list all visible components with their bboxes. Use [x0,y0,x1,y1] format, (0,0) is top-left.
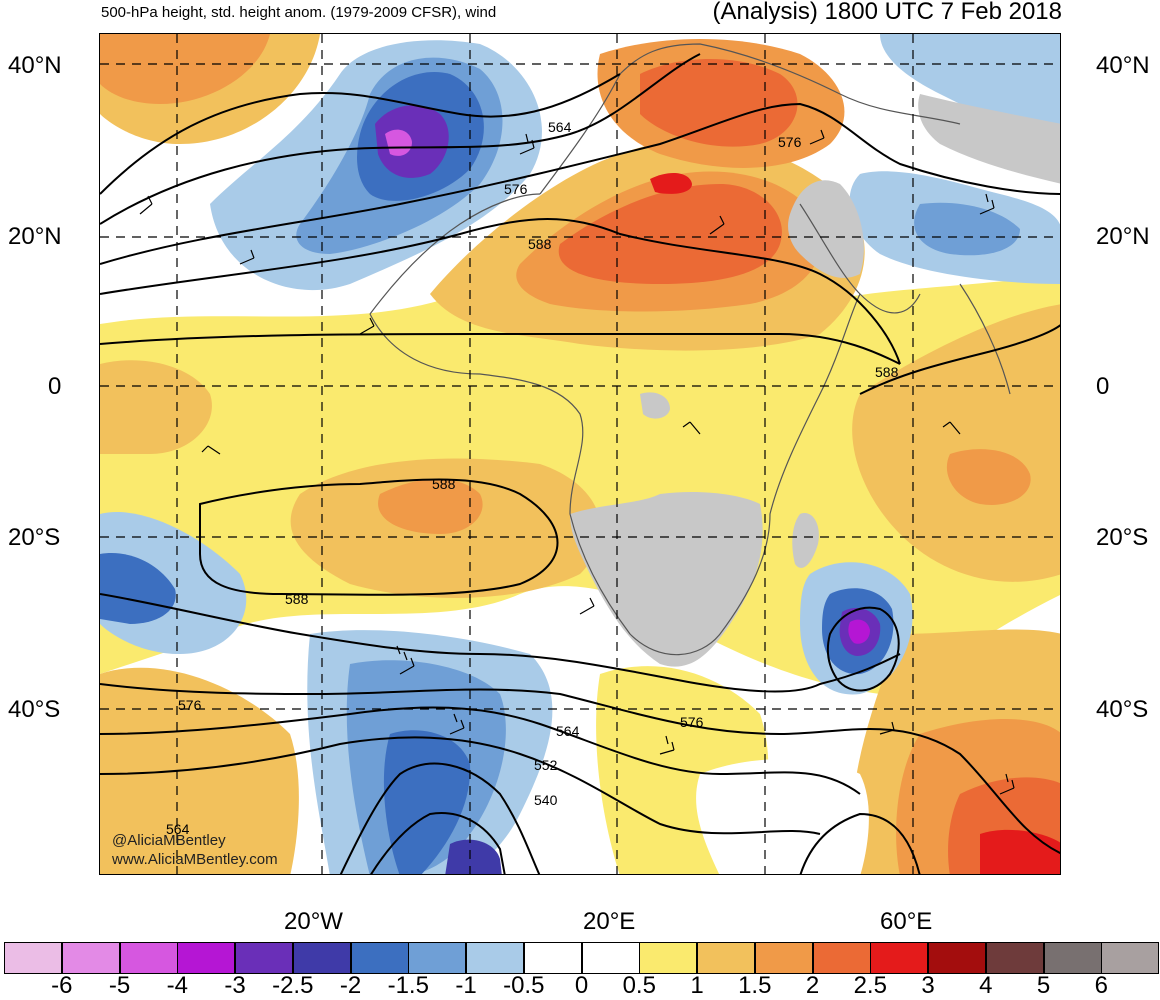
lat-label-left: 20°N [8,223,62,250]
analysis-time: (Analysis) 1800 UTC 7 Feb 2018 [712,0,1063,25]
lat-label-right: 0 [1096,373,1110,400]
land-madagascar [792,513,819,568]
coastline-india [959,283,1011,395]
colorbar-tick-label: 0.5 [622,972,656,999]
anomaly-field-sahara-max [650,172,692,194]
credit-handle: @AliciaMBentley [112,832,226,849]
anomaly-field-west-atlantic [100,360,212,454]
anomaly-field-south-atlantic-core [378,479,483,534]
anomaly-field-south-east-trough [696,759,869,874]
anomaly-field-southern-trough-core [445,839,502,874]
colorbar-tick-label: 5 [1036,972,1051,999]
colorbar-swatch [1101,942,1160,974]
colorbar-swatch [119,942,178,974]
lat-label-right: 20°S [1096,524,1149,551]
colorbar-swatch [177,942,236,974]
colorbar-tick-label: 0 [574,972,589,999]
graticule [100,34,1060,874]
colorbar-tick-label: 4 [979,972,993,999]
colorbar-tick-label: -5 [108,972,131,999]
anomaly-field-west-south-atlantic-low-2 [100,553,176,624]
colorbar-swatch [61,942,120,974]
coastline-europe [539,43,961,195]
map-canvas: 564 576 588 576 588 588 588 576 564 552 … [100,34,1060,874]
colorbar-swatch [870,942,929,974]
colorbar-tick-label: -1.5 [387,972,429,999]
colorbar-tick-label: -3 [224,972,246,999]
colorbar-tick-label: -2 [339,972,362,999]
colorbar-swatch [292,942,351,974]
lon-label: 20°E [583,908,636,935]
contour-label: 576 [680,714,704,730]
contour-label: 588 [285,591,309,607]
map-title: 500-hPa height, std. height anom. (1979-… [101,4,497,21]
lat-label-left: 0 [48,373,62,400]
wind-barbs [139,129,1015,795]
colorbar-swatch [697,942,755,974]
colorbar-tick-label: -6 [51,972,73,999]
colorbar-tick-label: 2 [805,972,820,999]
contour-label: 564 [166,821,190,837]
colorbar-tick-label: 1.5 [738,972,772,999]
height-contours [100,53,1060,874]
colorbar-swatch [581,942,640,974]
anomaly-field-indian-ocean-core [946,449,1031,505]
anomaly-field-madagascar-low-core [848,619,870,644]
contour-label: 588 [875,364,899,380]
credit-site: www.AliciaMBentley.com [112,851,278,868]
contour-label: 564 [548,119,572,135]
lat-label-left: 20°S [8,524,61,551]
contour-label: 540 [534,792,558,808]
contour-label: 588 [432,476,456,492]
contour-label: 552 [534,757,558,773]
lon-label: 20°W [284,908,343,935]
contour-label: 576 [178,697,202,713]
colorbar-swatch [754,942,813,974]
colorbar-tick-label: -1 [455,972,477,999]
anomaly-field-north-atlantic-core [100,34,270,104]
contour-label: 576 [778,134,802,150]
map-panel: 564 576 588 576 588 588 588 576 564 552 … [99,33,1061,875]
lat-label-left: 40°S [8,696,61,723]
colorbar-swatch [1043,942,1102,974]
colorbar-tick-label: 2.5 [853,972,887,999]
colorbar-swatch [639,942,698,974]
land-east-africa-patch [640,392,670,419]
colorbar-swatch [235,942,293,974]
colorbar-swatch [812,942,871,974]
colorbar-tick-label: -2.5 [272,972,314,999]
anomaly-field-indian-ocean [852,304,1060,582]
anomaly-field-north-atlantic-low-core [385,129,412,156]
lat-label-right: 40°S [1096,696,1149,723]
colorbar-tick-label: -4 [166,972,188,999]
coastline-africa [369,193,861,656]
coastline-arabia [799,203,921,314]
anomaly-field-arabia-core [914,202,1020,256]
lat-label-left: 40°N [8,52,62,79]
colorbar-tick-label: 3 [921,972,935,999]
land-central-asia [918,94,1060,184]
lat-label-right: 40°N [1096,52,1150,79]
contour-label: 576 [504,181,528,197]
colorbar-swatch [928,942,986,974]
land-middle-east [788,180,864,278]
colorbar-tick-label: -0.5 [503,972,545,999]
colorbar-swatch [350,942,409,974]
anomaly-field-southern-trough-3 [383,730,471,874]
colorbar-tick-label: 6 [1094,972,1108,999]
colorbar-swatch [466,942,524,974]
lon-label: 60°E [880,908,933,935]
contour-label: 588 [528,236,552,252]
anomaly-field-europe-core [640,59,798,147]
colorbar-swatch [985,942,1044,974]
colorbar-swatch [408,942,467,974]
colorbar-tick-label: 1 [690,972,704,999]
lat-label-right: 20°N [1096,223,1150,250]
contour-label: 564 [556,723,580,739]
land-southern-africa [570,492,763,667]
colorbar-swatch [4,942,62,974]
anomaly-field-southern-ocean [100,667,299,874]
anomaly-field-sahara-3 [558,184,782,284]
colorbar-swatch [523,942,582,974]
